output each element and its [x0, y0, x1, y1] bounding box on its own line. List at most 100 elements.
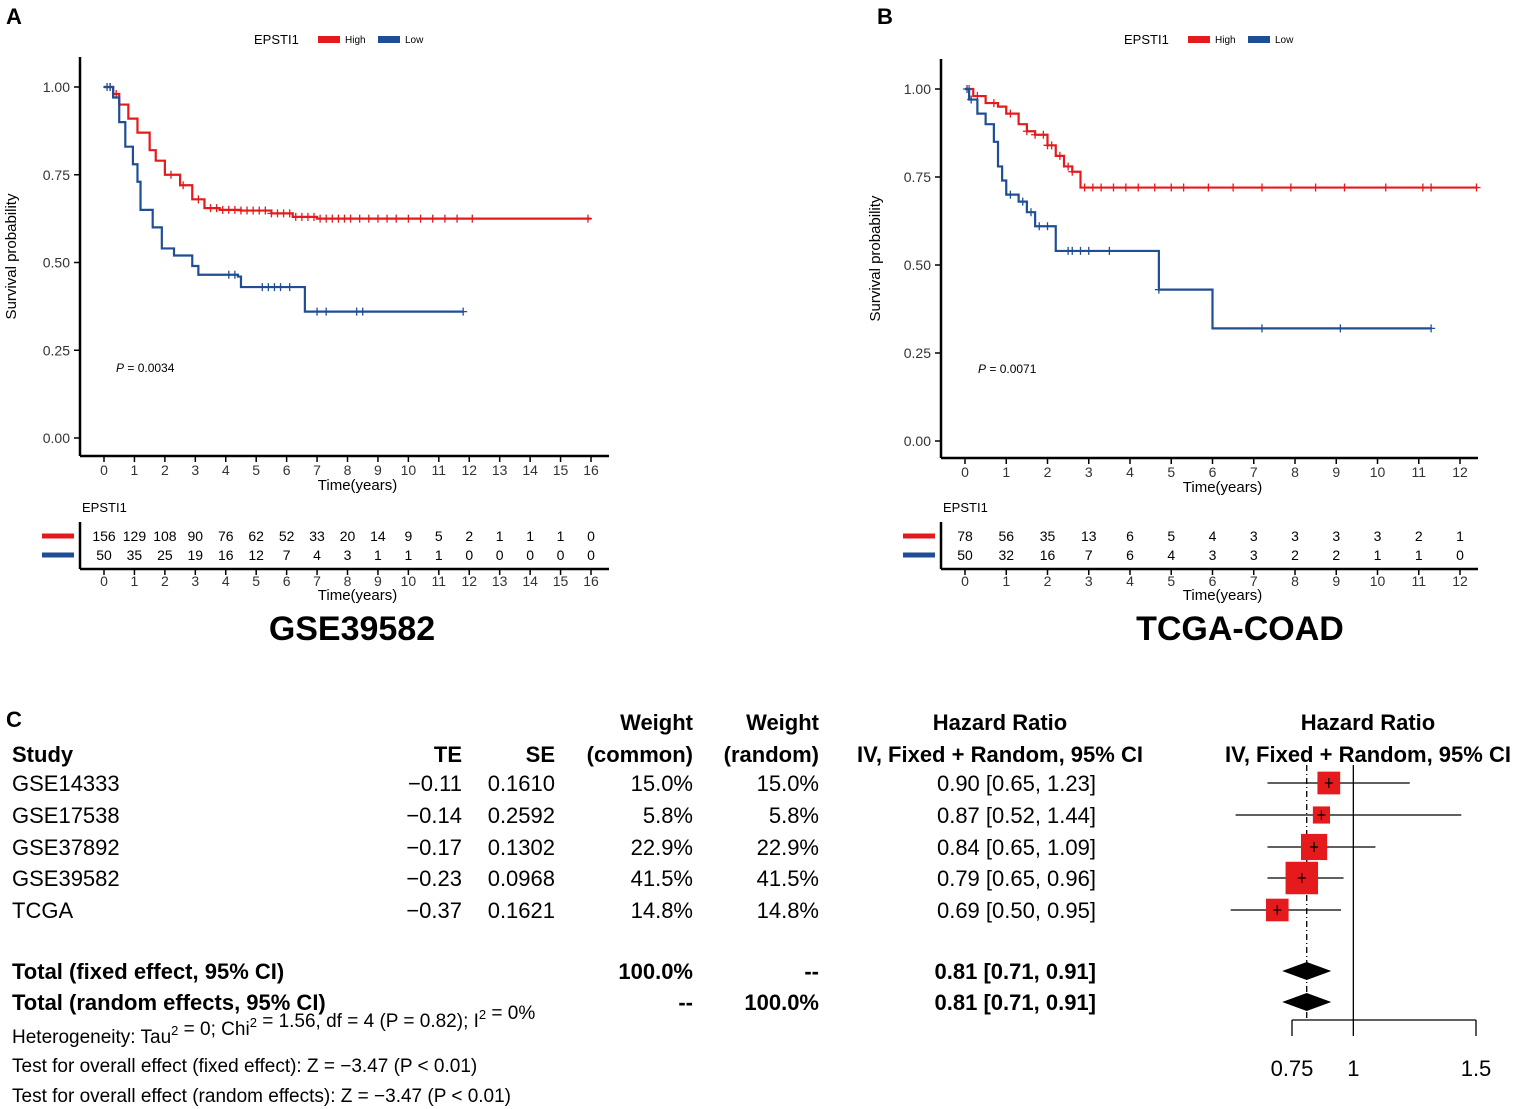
risk-count: 1 — [496, 528, 504, 544]
risk-count: 50 — [96, 547, 112, 563]
x-tick-label: 6 — [283, 462, 291, 478]
risk-table-title: EPSTI1 — [943, 500, 988, 515]
censor-mark-high — [1311, 183, 1320, 192]
y-tick-label: 1.00 — [904, 81, 931, 97]
risk-x-tick-label: 2 — [161, 573, 169, 589]
heterogeneity-text: = 0% — [486, 1003, 535, 1024]
y-tick-label: 0.25 — [904, 345, 931, 361]
study-point-mark — [1310, 842, 1319, 852]
legend-swatch-high — [318, 36, 340, 43]
risk-count: 3 — [1332, 528, 1340, 544]
study-weight-common: 41.5% — [631, 866, 693, 891]
risk-count: 20 — [340, 528, 356, 544]
risk-count: 4 — [1167, 547, 1175, 563]
risk-count: 3 — [1250, 528, 1258, 544]
risk-count: 1 — [1415, 547, 1423, 563]
study-weight-common: 5.8% — [643, 803, 693, 828]
y-tick-label: 0.75 — [43, 167, 70, 183]
censor-mark-high — [230, 205, 239, 214]
x-tick-label: 11 — [432, 462, 447, 478]
x-tick-label: 10 — [401, 462, 417, 478]
censor-mark-high — [373, 214, 382, 223]
censor-mark-high — [468, 214, 477, 223]
p-value-text: P = 0.0071 — [978, 362, 1037, 376]
risk-x-tick-label: 8 — [1291, 573, 1299, 589]
censor-mark-high — [1258, 183, 1266, 192]
study-hr: 0.87 [0.52, 1.44] — [937, 803, 1096, 828]
x-tick-label: 3 — [191, 462, 199, 478]
x-tick-label: 2 — [161, 462, 169, 478]
censor-mark-high — [1055, 151, 1064, 160]
censor-mark-low — [1018, 197, 1027, 206]
header-hr-2: IV, Fixed + Random, 95% CI — [857, 742, 1143, 767]
panel-c-letter: C — [6, 707, 22, 732]
x-tick-label: 8 — [1291, 464, 1299, 480]
risk-x-tick-label: 3 — [191, 573, 199, 589]
risk-x-tick-label: 13 — [492, 573, 508, 589]
censor-mark-low — [1336, 324, 1345, 333]
risk-count: 6 — [1126, 547, 1134, 563]
x-tick-label: 7 — [313, 462, 321, 478]
study-se: 0.1621 — [488, 898, 555, 923]
y-tick-label: 0.00 — [904, 433, 931, 449]
study-hr: 0.79 [0.65, 0.96] — [937, 866, 1096, 891]
risk-count: 13 — [1081, 528, 1097, 544]
superscript: 2 — [250, 1015, 257, 1030]
x-tick-label: 1 — [1002, 464, 1010, 480]
risk-count: 2 — [465, 528, 473, 544]
header-hr-1: Hazard Ratio — [933, 710, 1067, 735]
study-weight-random: 22.9% — [757, 835, 819, 860]
legend-label-high: High — [1215, 35, 1236, 46]
legend-swatch-low — [378, 36, 400, 43]
test-fixed-note: Test for overall effect (fixed effect): … — [12, 1056, 477, 1077]
risk-count: 3 — [1374, 528, 1382, 544]
censor-mark-low — [1068, 246, 1077, 255]
risk-count: 62 — [248, 528, 264, 544]
censor-mark-high — [1031, 130, 1040, 139]
risk-x-tick-label: 12 — [1452, 573, 1468, 589]
risk-x-tick-label: 4 — [222, 573, 230, 589]
risk-count: 35 — [127, 547, 143, 563]
x-tick-label: 2 — [1044, 464, 1052, 480]
forest-x-tick-label: 1.5 — [1461, 1056, 1492, 1081]
risk-count: 33 — [309, 528, 325, 544]
risk-count: 0 — [587, 528, 595, 544]
censor-mark-low — [459, 307, 468, 316]
censor-mark-low — [1084, 246, 1093, 255]
censor-mark-high — [1006, 109, 1015, 118]
censor-mark-high — [404, 214, 413, 223]
censor-mark-high — [428, 214, 437, 223]
forest-x-tick-label: 0.75 — [1271, 1056, 1314, 1081]
censor-mark-low — [276, 283, 285, 292]
legend-title: EPSTI1 — [254, 32, 299, 47]
censor-mark-high — [1418, 183, 1427, 192]
censor-mark-low — [963, 85, 972, 93]
x-tick-label: 9 — [374, 462, 382, 478]
y-axis-title: Survival probability — [867, 195, 884, 321]
x-tick-label: 4 — [1126, 464, 1134, 480]
risk-x-tick-label: 14 — [522, 573, 538, 589]
risk-count: 32 — [998, 547, 1014, 563]
y-tick-label: 0.00 — [43, 430, 70, 446]
censor-mark-high — [1229, 183, 1238, 192]
risk-count: 4 — [313, 547, 321, 563]
heterogeneity-note: Heterogeneity: Tau2 = 0; Chi2 = 1.56, df… — [12, 1003, 535, 1048]
risk-x-tick-label: 5 — [1167, 573, 1175, 589]
study-weight-random: 15.0% — [757, 771, 819, 796]
censor-mark-high — [1427, 183, 1436, 192]
risk-x-tick-label: 8 — [344, 573, 352, 589]
censor-mark-high — [285, 209, 294, 218]
heterogeneity-text: Heterogeneity: Tau — [12, 1027, 171, 1048]
study-te: −0.11 — [408, 771, 462, 796]
risk-count: 0 — [587, 547, 595, 563]
panel-a-letter: A — [6, 4, 22, 29]
censor-mark-high — [989, 99, 998, 108]
header-se: SE — [526, 742, 555, 767]
censor-mark-high — [1097, 183, 1106, 192]
risk-count: 56 — [998, 528, 1014, 544]
x-tick-label: 4 — [222, 462, 230, 478]
censor-mark-high — [1047, 141, 1056, 150]
study-name: GSE37892 — [12, 835, 120, 860]
censor-mark-high — [1039, 130, 1048, 139]
